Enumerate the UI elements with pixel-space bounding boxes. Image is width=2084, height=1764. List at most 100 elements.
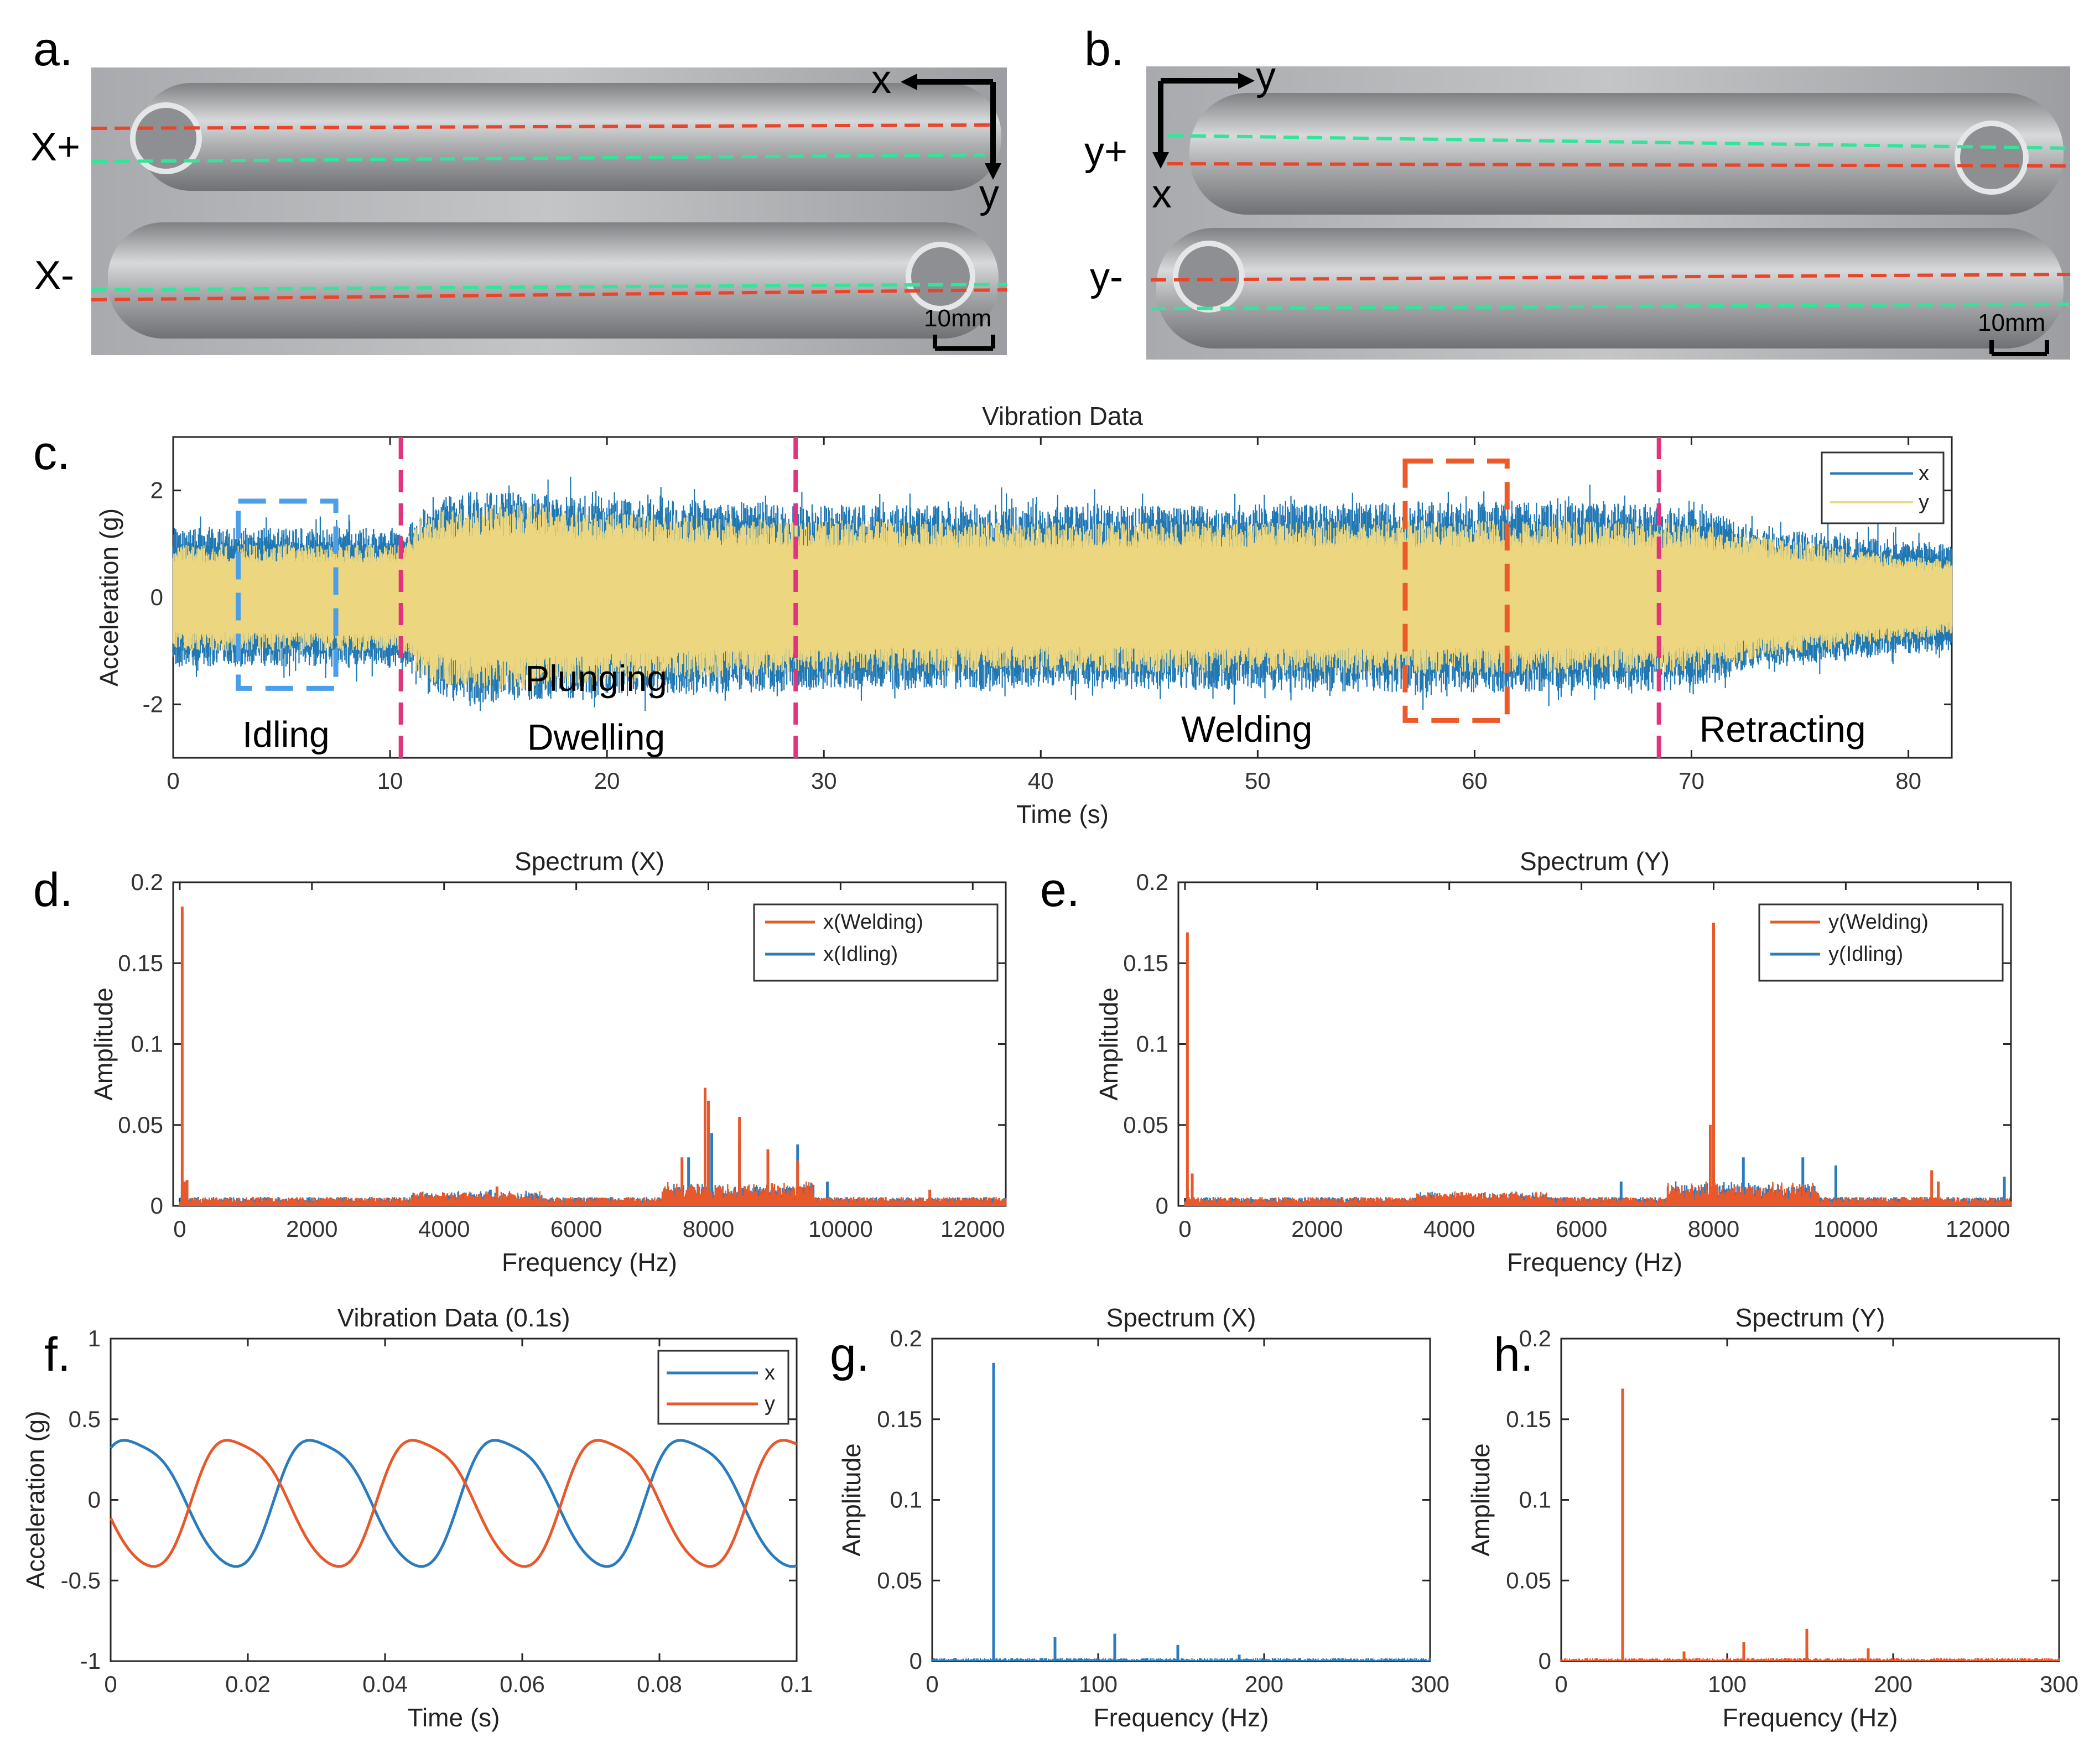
x-tick-label: 200 (1245, 1671, 1283, 1697)
weld-track-lower-b (1156, 228, 2064, 348)
x-axis-title: Time (s) (408, 1703, 500, 1732)
x-axis-title: Frequency (Hz) (1094, 1703, 1269, 1732)
y-axis-title: Amplitude (837, 1443, 866, 1557)
x-tick-label: 6000 (550, 1216, 602, 1242)
x-tick-label: 80 (1895, 768, 1921, 794)
y-tick-label: 0 (1539, 1648, 1551, 1674)
x-tick-label: 10000 (808, 1216, 873, 1242)
x-tick-label: 0.04 (362, 1671, 408, 1697)
red-dashed-line (91, 123, 991, 130)
exit-hole-a1 (130, 102, 202, 174)
weld-photo-b: y x y+ y- 10mm (1084, 54, 2071, 360)
weld-photo-a: x y X+ X- 10mm (30, 58, 1007, 355)
vibration-zoom-chart: 0 0.02 0.04 0.06 0.08 0.1 1 0.5 0 -0.5 -1 Vibration… (21, 1303, 813, 1732)
noise-floor-x(Welding) (179, 1182, 1007, 1206)
y-axis-title: Amplitude (1466, 1443, 1495, 1557)
green-dashed-line (91, 283, 1007, 292)
red-dashed-line (1150, 273, 2071, 282)
y-tick-label: 0.5 (69, 1406, 101, 1432)
weld-track-upper-a (138, 83, 1001, 191)
x-axis-title: Frequency (Hz) (502, 1248, 677, 1277)
y-tick-label: 0.1 (1519, 1487, 1551, 1513)
x-axis-title: Frequency (Hz) (1507, 1248, 1682, 1277)
legend-label: y (1919, 491, 1929, 514)
noise-floor-y(Welding) (1184, 1181, 2012, 1206)
green-dashed-line (1150, 303, 2071, 310)
y-tick-label: 0.1 (1136, 1031, 1168, 1057)
chart-title: Vibration Data (0.1s) (337, 1303, 570, 1332)
idling-window-box (236, 498, 339, 691)
x-tick-label: 8000 (683, 1216, 734, 1242)
x-tick-label: 12000 (940, 1216, 1005, 1242)
panel-letter-g: g. (830, 1328, 870, 1381)
y-tick-label: 0.15 (877, 1406, 922, 1432)
track-label-plus: y+ (1084, 129, 1127, 174)
phase-label-dwelling: Dwelling (527, 717, 665, 758)
chart-title: Spectrum (X) (1106, 1303, 1256, 1332)
y-tick-label: 0.2 (890, 1325, 922, 1351)
panel-letter-b: b. (1084, 23, 1124, 76)
x-tick-label: 40 (1028, 768, 1054, 794)
welding-window-box (1402, 459, 1510, 723)
panel-letter-f: f. (44, 1328, 71, 1381)
x-tick-label: 6000 (1556, 1216, 1607, 1242)
noise-floor (932, 1658, 1431, 1661)
scale-label: 10mm (924, 305, 991, 332)
panel-letter-e: e. (1040, 863, 1080, 917)
axis-label-x: x (871, 58, 891, 102)
y-tick-label: 0 (150, 1193, 163, 1219)
y-tick-label: 1 (88, 1325, 101, 1351)
x-tick-label: 30 (811, 768, 837, 794)
weld-track-upper-b (1189, 93, 2064, 215)
y-tick-label: 0.15 (118, 950, 163, 976)
y-axis-title: Amplitude (1094, 987, 1123, 1101)
x-tick-label: 0.08 (637, 1671, 682, 1697)
signal-x (110, 1439, 797, 1568)
signal-y (172, 504, 1953, 691)
legend-box (753, 903, 999, 982)
legend-box (657, 1350, 789, 1425)
y-tick-label: 0.05 (1506, 1567, 1551, 1593)
panel-letter-d: d. (33, 863, 73, 917)
x-tick-label: 0 (173, 1216, 186, 1242)
x-tick-label: 8000 (1688, 1216, 1739, 1242)
x-tick-label: 10000 (1813, 1216, 1878, 1242)
green-dashed-line (91, 153, 985, 163)
x-axis-title: Time (s) (1016, 800, 1109, 829)
x-tick-label: 200 (1874, 1671, 1913, 1697)
x-tick-label: 0 (1178, 1216, 1191, 1242)
y-tick-label: 0.2 (131, 869, 163, 895)
x-tick-label: 4000 (418, 1216, 470, 1242)
panel-letter-c: c. (33, 426, 70, 480)
plot-frame (1560, 1338, 2060, 1662)
legend-box (1758, 903, 2004, 982)
x-tick-label: 10 (377, 768, 403, 794)
legend-label: x(Welding) (823, 910, 923, 934)
chart-title: Spectrum (Y) (1520, 847, 1670, 876)
x-tick-label: 0 (926, 1671, 938, 1697)
x-tick-label: 100 (1708, 1671, 1747, 1697)
y-tick-label: 0.05 (1123, 1112, 1168, 1138)
x-tick-label: 70 (1678, 768, 1704, 794)
x-tick-label: 0.06 (500, 1671, 545, 1697)
panel-letter-h: h. (1494, 1328, 1534, 1381)
x-tick-label: 0 (1555, 1671, 1567, 1697)
y-tick-label: 0.05 (877, 1567, 922, 1593)
legend-label: x (1919, 462, 1929, 485)
legend-label: x (765, 1361, 775, 1385)
spectrum-x-zoom-chart: 0 100 200 300 0 0.05 0.1 0.15 0.2 Spectrum (X) Fre… (837, 1303, 1449, 1732)
y-tick-label: 0.05 (118, 1112, 163, 1138)
phase-label-plunging: Plunging (525, 658, 667, 699)
red-dashed-line (1167, 162, 2071, 168)
x-tick-label: 100 (1079, 1671, 1118, 1697)
spectrum-x-chart: 0 2000 4000 6000 8000 10000 12000 0 0.05 0.1 0.15 0… (89, 847, 1007, 1277)
red-dashed-line (91, 288, 1007, 301)
track-label-minus: X- (34, 253, 74, 298)
y-axis-title: Acceleration (g) (95, 508, 123, 686)
x-axis-title: Frequency (Hz) (1723, 1703, 1898, 1732)
track-label-minus: y- (1090, 255, 1123, 299)
green-dashed-line (1167, 134, 2071, 150)
y-tick-label: -1 (80, 1648, 101, 1674)
